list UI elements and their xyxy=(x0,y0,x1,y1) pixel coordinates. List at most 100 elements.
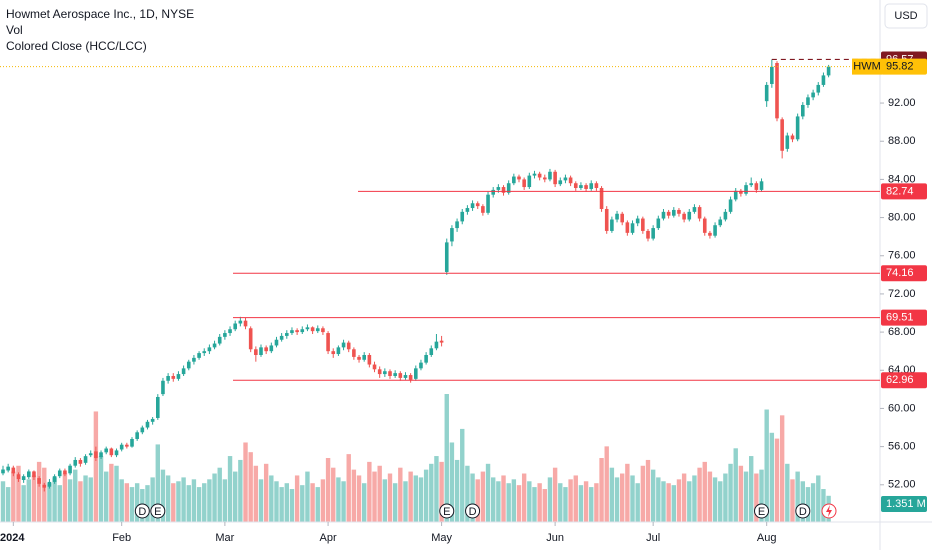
volume-bar xyxy=(356,475,362,522)
event-marker[interactable] xyxy=(150,503,166,519)
price-pane xyxy=(1,59,831,492)
volume-bar xyxy=(542,489,547,522)
volume-pane xyxy=(0,394,831,522)
volume-bar xyxy=(310,483,315,522)
candle-body xyxy=(713,225,717,236)
volume-bar xyxy=(563,487,568,522)
candle-body xyxy=(393,373,397,376)
volume-bar xyxy=(165,475,171,522)
event-marker[interactable] xyxy=(439,503,455,519)
candle-body xyxy=(718,219,723,226)
volume-bar xyxy=(578,485,584,522)
volume-bar xyxy=(429,463,434,522)
volume-bar xyxy=(620,473,625,522)
candle-body xyxy=(687,211,692,220)
candle-body xyxy=(780,119,784,151)
volume-bar xyxy=(521,473,527,522)
candle-body xyxy=(754,183,759,190)
candle-body xyxy=(63,470,67,475)
candle-body xyxy=(104,448,108,453)
candle-body xyxy=(728,199,733,212)
event-marker[interactable] xyxy=(795,503,811,519)
event-marker[interactable] xyxy=(465,503,481,519)
candle-body xyxy=(811,92,815,98)
volume-bar xyxy=(382,479,388,522)
currency-button[interactable] xyxy=(884,3,928,29)
x-tick-label: 2024 xyxy=(0,532,25,544)
candle-body xyxy=(94,451,98,459)
candle-body xyxy=(212,343,217,348)
candle-body xyxy=(254,349,258,355)
event-marker[interactable] xyxy=(754,503,770,519)
candle-body xyxy=(321,328,325,333)
volume-bar xyxy=(537,483,542,522)
candle-body xyxy=(512,176,516,184)
level-label-box xyxy=(881,265,927,282)
candle-body xyxy=(522,179,526,188)
last-price-box xyxy=(881,58,927,75)
volume-bar xyxy=(795,471,800,522)
candle-body xyxy=(527,175,532,188)
candle-body xyxy=(702,218,707,233)
candle-body xyxy=(434,341,439,349)
candle-body xyxy=(398,373,403,378)
volume-bar xyxy=(496,481,501,522)
candle-body xyxy=(47,481,52,487)
candle-body xyxy=(579,185,583,188)
candle-body xyxy=(16,474,21,480)
event-marker[interactable] xyxy=(134,503,150,519)
volume-bar xyxy=(754,473,759,522)
volume-bar xyxy=(609,467,615,522)
alert-bolt xyxy=(826,505,832,517)
volume-bar xyxy=(779,415,785,522)
candle-body xyxy=(388,371,392,376)
candle-body xyxy=(795,116,800,140)
candle-body xyxy=(656,218,661,229)
candle-body xyxy=(274,339,279,346)
candle-body xyxy=(806,97,810,105)
volume-bar xyxy=(790,479,795,522)
candle-body xyxy=(599,187,604,209)
x-tick-label: Aug xyxy=(757,532,777,544)
volume-bar xyxy=(697,467,702,522)
candle-body xyxy=(604,208,609,231)
candle-body xyxy=(233,323,237,330)
candle-body xyxy=(217,336,222,344)
volume-bar xyxy=(604,446,609,522)
candle-body xyxy=(770,66,774,84)
volume-bar xyxy=(645,459,651,522)
volume-bar xyxy=(212,473,217,522)
volume-bar xyxy=(238,459,243,522)
volume-bar xyxy=(470,473,475,522)
candle-body xyxy=(764,84,769,102)
x-tick-label: Apr xyxy=(320,532,337,544)
volume-bar xyxy=(129,487,135,522)
volume-bar xyxy=(47,483,52,522)
candle-body xyxy=(537,173,542,178)
x-tick-label: Mar xyxy=(215,532,234,544)
candle-body xyxy=(661,211,666,219)
candle-body xyxy=(259,347,263,355)
candle-body xyxy=(594,183,599,188)
candle-body xyxy=(326,333,330,352)
level-label: 62.96 xyxy=(886,374,914,386)
volume-bar xyxy=(258,479,264,522)
candle-body xyxy=(279,335,284,340)
candle-body xyxy=(99,452,103,458)
volume-bar xyxy=(294,475,300,522)
volume-bar xyxy=(599,458,604,522)
event-label: D xyxy=(469,506,477,518)
volume-bar xyxy=(171,483,176,522)
candle-body xyxy=(207,347,212,352)
volume-bar xyxy=(263,463,269,522)
volume-bar xyxy=(362,483,367,522)
candle-body xyxy=(238,320,243,324)
volume-bar xyxy=(671,485,676,522)
candle-body xyxy=(73,459,78,466)
volume-bar xyxy=(501,475,506,522)
y-tick-label: 84.00 xyxy=(888,173,916,185)
candle-body xyxy=(32,471,36,478)
volume-bar xyxy=(423,469,429,522)
candle-body xyxy=(635,218,640,224)
candle-body xyxy=(589,183,594,189)
